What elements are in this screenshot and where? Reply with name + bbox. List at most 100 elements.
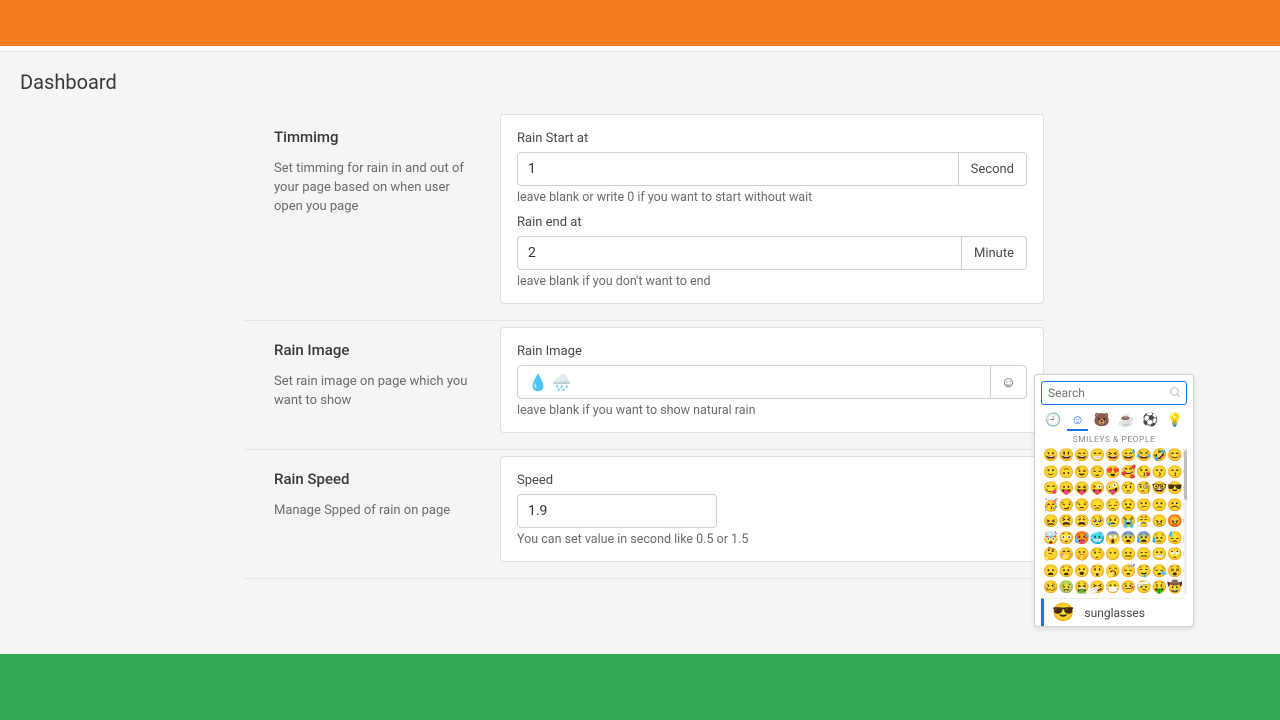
emoji-item[interactable]: 😒 [1074, 498, 1088, 513]
emoji-item[interactable]: 😦 [1043, 564, 1057, 579]
emoji-item[interactable]: 😄 [1074, 448, 1088, 463]
emoji-item[interactable]: 😅 [1121, 448, 1135, 463]
rain-end-input[interactable] [517, 236, 962, 270]
emoji-item[interactable]: 😢 [1105, 514, 1119, 529]
emoji-item[interactable]: 😵 [1167, 564, 1181, 579]
emoji-item[interactable]: 🤑 [1152, 580, 1166, 594]
rain-speed-desc: Manage Spped of rain on page [274, 502, 480, 521]
emoji-item[interactable]: 🥶 [1090, 531, 1104, 546]
emoji-item[interactable]: 😖 [1043, 514, 1057, 529]
emoji-item[interactable]: 🤭 [1059, 547, 1073, 562]
emoji-item[interactable]: 😜 [1090, 481, 1104, 496]
emoji-item[interactable]: 🤕 [1136, 580, 1150, 594]
emoji-item[interactable]: 😑 [1136, 547, 1150, 562]
emoji-item[interactable]: 😊 [1167, 448, 1181, 463]
emoji-item[interactable]: 🙃 [1059, 465, 1073, 480]
emoji-item[interactable]: 😙 [1167, 465, 1181, 480]
emoji-tab[interactable]: ☕ [1116, 411, 1136, 431]
emoji-item[interactable]: 😪 [1152, 564, 1166, 579]
emoji-item[interactable]: ☹️ [1167, 498, 1181, 513]
emoji-item[interactable]: 😕 [1136, 498, 1150, 513]
emoji-item[interactable]: 🥳 [1043, 498, 1057, 513]
emoji-item[interactable]: 🤠 [1167, 580, 1181, 594]
rain-start-input[interactable] [517, 152, 959, 186]
emoji-item[interactable]: 😌 [1090, 465, 1104, 480]
emoji-item[interactable]: 🤧 [1090, 580, 1104, 594]
emoji-item[interactable]: 😰 [1136, 531, 1150, 546]
emoji-item[interactable]: 😗 [1152, 465, 1166, 480]
rain-image-input[interactable]: 💧 🌧️ [517, 365, 991, 399]
emoji-item[interactable]: 🥴 [1043, 580, 1057, 594]
rain-start-help: leave blank or write 0 if you want to st… [517, 190, 1027, 205]
emoji-preview-icon: 😎 [1052, 602, 1074, 623]
emoji-item[interactable]: 🙂 [1043, 465, 1057, 480]
emoji-item[interactable]: 😐 [1121, 547, 1135, 562]
emoji-item[interactable]: 😟 [1121, 498, 1135, 513]
emoji-item[interactable]: 😧 [1059, 564, 1073, 579]
emoji-item[interactable]: 🥺 [1090, 514, 1104, 529]
emoji-item[interactable]: 😲 [1090, 564, 1104, 579]
emoji-item[interactable]: 😥 [1152, 531, 1166, 546]
emoji-item[interactable]: 😔 [1105, 498, 1119, 513]
emoji-item[interactable]: 🤣 [1152, 448, 1166, 463]
emoji-item[interactable]: 🤒 [1121, 580, 1135, 594]
emoji-tab[interactable]: 💡 [1165, 411, 1185, 431]
emoji-tab[interactable]: ☺ [1067, 411, 1087, 431]
emoji-item[interactable]: 😍 [1105, 465, 1119, 480]
emoji-item[interactable]: 🙄 [1167, 547, 1181, 562]
emoji-item[interactable]: 😁 [1090, 448, 1104, 463]
emoji-item[interactable]: 🥵 [1074, 531, 1088, 546]
emoji-scrollbar[interactable] [1184, 448, 1187, 594]
emoji-tab[interactable]: 🐻 [1092, 411, 1112, 431]
emoji-picker-button[interactable]: ☺ [991, 365, 1027, 399]
emoji-item[interactable]: 😱 [1105, 531, 1119, 546]
emoji-item[interactable]: 😂 [1136, 448, 1150, 463]
emoji-item[interactable]: 😆 [1105, 448, 1119, 463]
emoji-item[interactable]: 😨 [1121, 531, 1135, 546]
emoji-item[interactable]: 😠 [1152, 514, 1166, 529]
emoji-item[interactable]: 😞 [1090, 498, 1104, 513]
emoji-item[interactable]: 😶 [1105, 547, 1119, 562]
emoji-item[interactable]: 😷 [1105, 580, 1119, 594]
emoji-item[interactable]: 😤 [1136, 514, 1150, 529]
emoji-item[interactable]: 😛 [1059, 481, 1073, 496]
emoji-item[interactable]: 😃 [1059, 448, 1073, 463]
emoji-item[interactable]: 😳 [1059, 531, 1073, 546]
emoji-item[interactable]: 😓 [1167, 531, 1181, 546]
emoji-item[interactable]: 😫 [1059, 514, 1073, 529]
emoji-item[interactable]: 😉 [1074, 465, 1088, 480]
emoji-search-input[interactable] [1041, 381, 1187, 405]
emoji-tab[interactable]: 🕘 [1043, 411, 1063, 431]
emoji-item[interactable]: 🤪 [1105, 481, 1119, 496]
page-title: Dashboard [0, 52, 1280, 108]
emoji-item[interactable]: 😋 [1043, 481, 1057, 496]
emoji-item[interactable]: 🙁 [1152, 498, 1166, 513]
top-banner [0, 0, 1280, 46]
emoji-category-tabs: 🕘☺🐻☕⚽💡 [1041, 411, 1187, 431]
emoji-item[interactable]: 😘 [1136, 465, 1150, 480]
emoji-item[interactable]: 🤓 [1152, 481, 1166, 496]
emoji-item[interactable]: 😀 [1043, 448, 1057, 463]
emoji-item[interactable]: 😮 [1074, 564, 1088, 579]
emoji-item[interactable]: 🤔 [1043, 547, 1057, 562]
emoji-item[interactable]: 😴 [1121, 564, 1135, 579]
emoji-item[interactable]: 😭 [1121, 514, 1135, 529]
emoji-tab[interactable]: ⚽ [1140, 411, 1160, 431]
emoji-item[interactable]: 🤤 [1136, 564, 1150, 579]
emoji-item[interactable]: 🥰 [1121, 465, 1135, 480]
emoji-item[interactable]: 🥱 [1105, 564, 1119, 579]
emoji-item[interactable]: 🤥 [1090, 547, 1104, 562]
emoji-item[interactable]: 🤨 [1121, 481, 1135, 496]
emoji-item[interactable]: 😡 [1167, 514, 1181, 529]
emoji-item[interactable]: 🤢 [1059, 580, 1073, 594]
emoji-item[interactable]: 😎 [1167, 481, 1181, 496]
emoji-item[interactable]: 🤯 [1043, 531, 1057, 546]
speed-input[interactable] [517, 494, 717, 528]
emoji-item[interactable]: 😩 [1074, 514, 1088, 529]
emoji-item[interactable]: 🤮 [1074, 580, 1088, 594]
emoji-item[interactable]: 🧐 [1136, 481, 1150, 496]
emoji-item[interactable]: 😏 [1059, 498, 1073, 513]
emoji-item[interactable]: 😝 [1074, 481, 1088, 496]
emoji-item[interactable]: 😬 [1152, 547, 1166, 562]
emoji-item[interactable]: 🤫 [1074, 547, 1088, 562]
